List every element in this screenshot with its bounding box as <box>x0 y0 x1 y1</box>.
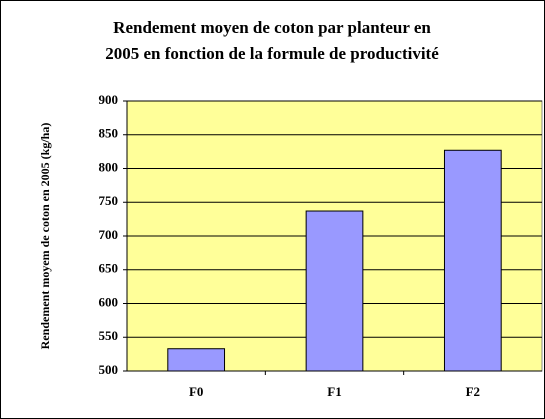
y-axis-label: Rendement moyem de coton en 2005 (kg/ha) <box>38 123 52 350</box>
x-tick-label: F0 <box>189 384 203 399</box>
x-tick-label: F2 <box>466 384 480 399</box>
chart-title: 2005 en fonction de la formule de produc… <box>105 44 439 63</box>
bar <box>305 210 364 372</box>
y-tick-label: 550 <box>99 328 119 343</box>
y-tick-label: 850 <box>99 126 119 141</box>
y-tick-label: 600 <box>99 294 119 309</box>
y-tick-label: 900 <box>99 92 119 107</box>
y-tick-label: 650 <box>99 261 119 276</box>
y-tick-label: 700 <box>99 227 119 242</box>
chart-title: Rendement moyen de coton par planteur en <box>113 18 431 37</box>
y-tick-label: 750 <box>99 193 119 208</box>
bar <box>167 348 226 372</box>
x-tick-label: F1 <box>327 384 341 399</box>
y-tick-label: 800 <box>99 159 119 174</box>
bar <box>443 149 502 372</box>
y-tick-label: 500 <box>99 362 119 377</box>
